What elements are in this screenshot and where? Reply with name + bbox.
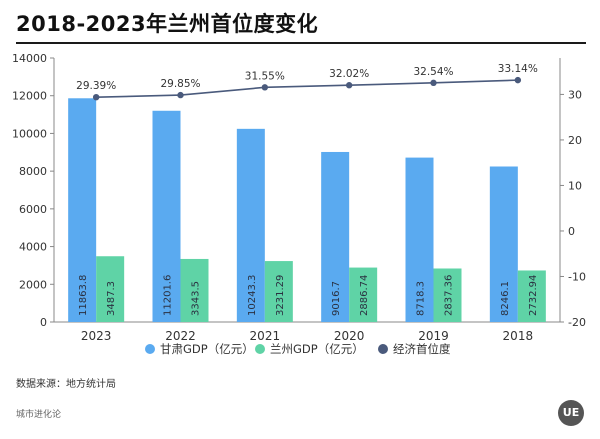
gansu-gdp-bar — [152, 110, 181, 322]
bar-value-label: 10243.3 — [247, 275, 258, 316]
left-axis-tick-label: 0 — [40, 316, 47, 329]
lanzhou-gdp-bar — [349, 267, 378, 322]
lanzhou-gdp-bar — [517, 270, 546, 322]
bar-value-label: 2732.94 — [528, 275, 539, 316]
legend: 甘肃GDP（亿元） 兰州GDP（亿元） 经济首位度 — [145, 342, 451, 356]
data-source-note: 数据来源：地方统计局 — [16, 379, 116, 390]
primacy-value-label: 31.55% — [245, 70, 285, 82]
title-divider — [16, 42, 586, 44]
right-axis-tick-label: -10 — [568, 270, 586, 283]
bar-value-label: 3231.29 — [275, 275, 286, 316]
right-axis-tick-label: 0 — [568, 225, 575, 238]
bar-value-label: 3487.3 — [106, 281, 117, 316]
left-axis-tick-label: 4000 — [19, 241, 47, 254]
left-axis-tick-label: 10000 — [12, 127, 47, 140]
x-axis-tick-label: 2020 — [334, 329, 365, 343]
right-axis-tick-label: 30 — [568, 88, 582, 101]
lanzhou-gdp-bar — [96, 256, 125, 322]
brand-name: 城市进化论 — [16, 410, 62, 420]
bar-series: 11863.8 11201.6 10243.3 9016.7 8718.3 8246.1 3… — [68, 98, 546, 323]
x-axis-tick-label: 2019 — [418, 329, 449, 343]
brand-logo-icon: UE — [558, 400, 584, 426]
primacy-value-label: 29.39% — [76, 80, 116, 92]
primacy-point — [92, 93, 100, 101]
primacy-value-label: 32.54% — [413, 66, 453, 78]
bar-value-label: 3343.5 — [191, 281, 202, 316]
x-axis-tick-label: 2018 — [503, 329, 534, 343]
primacy-point — [177, 91, 184, 99]
legend-marker — [145, 344, 155, 354]
x-axis-tick-label: 2022 — [165, 329, 196, 343]
left-axis-tick-label: 6000 — [19, 203, 47, 216]
primacy-line — [96, 79, 518, 98]
x-axis-tick-label: 2023 — [81, 329, 112, 343]
legend-marker — [378, 344, 388, 354]
left-axis-tick-label: 2000 — [19, 278, 47, 291]
lanzhou-gdp-bar — [180, 258, 209, 322]
bar-value-label: 9016.7 — [331, 281, 342, 316]
bar-value-label: 2837.36 — [444, 275, 455, 316]
primacy-value-label: 29.85% — [160, 78, 200, 90]
left-axis-tick-label: 14000 — [12, 52, 47, 65]
gansu-gdp-bar — [236, 128, 265, 322]
primacy-point — [430, 79, 437, 87]
primacy-value-label: 33.14% — [498, 63, 538, 75]
legend-marker — [255, 344, 265, 354]
axes: 0 2000 4000 6000 8000 10000 12000 14000 -20 -10 0 1… — [12, 52, 586, 343]
gansu-gdp-bar — [68, 98, 97, 323]
primacy-point — [345, 82, 353, 89]
right-axis-tick-label: -20 — [568, 316, 586, 329]
x-axis-tick-label: 2021 — [250, 329, 281, 343]
primacy-point — [261, 84, 269, 91]
bar-value-label: 8718.3 — [416, 281, 427, 316]
bar-value-label: 8246.1 — [500, 281, 511, 316]
bar-value-label: 2886.74 — [359, 275, 370, 316]
bar-value-label: 11201.6 — [163, 275, 174, 316]
chart-title: 2018-2023年兰州首位度变化 — [16, 12, 319, 36]
primacy-value-label: 32.02% — [329, 68, 369, 80]
bar-value-label: 11863.8 — [78, 275, 89, 316]
legend-label: 经济首位度 — [393, 342, 451, 356]
primacy-point — [514, 76, 522, 84]
line-series: 29.39% 29.85% 31.55% 32.02% 32.54% 33.14% — [76, 63, 538, 101]
right-axis-tick-label: 10 — [568, 179, 582, 192]
right-axis-tick-label: 20 — [568, 134, 582, 147]
legend-label: 甘肃GDP（亿元） — [160, 342, 254, 356]
gansu-gdp-bar — [405, 157, 434, 322]
lanzhou-gdp-bar — [264, 261, 293, 322]
left-axis-tick-label: 8000 — [19, 165, 47, 178]
left-axis-tick-label: 12000 — [12, 90, 47, 103]
gansu-gdp-bar — [489, 166, 518, 322]
lanzhou-gdp-bar — [433, 268, 462, 322]
legend-label: 兰州GDP（亿元） — [270, 342, 364, 356]
gansu-gdp-bar — [321, 151, 350, 322]
